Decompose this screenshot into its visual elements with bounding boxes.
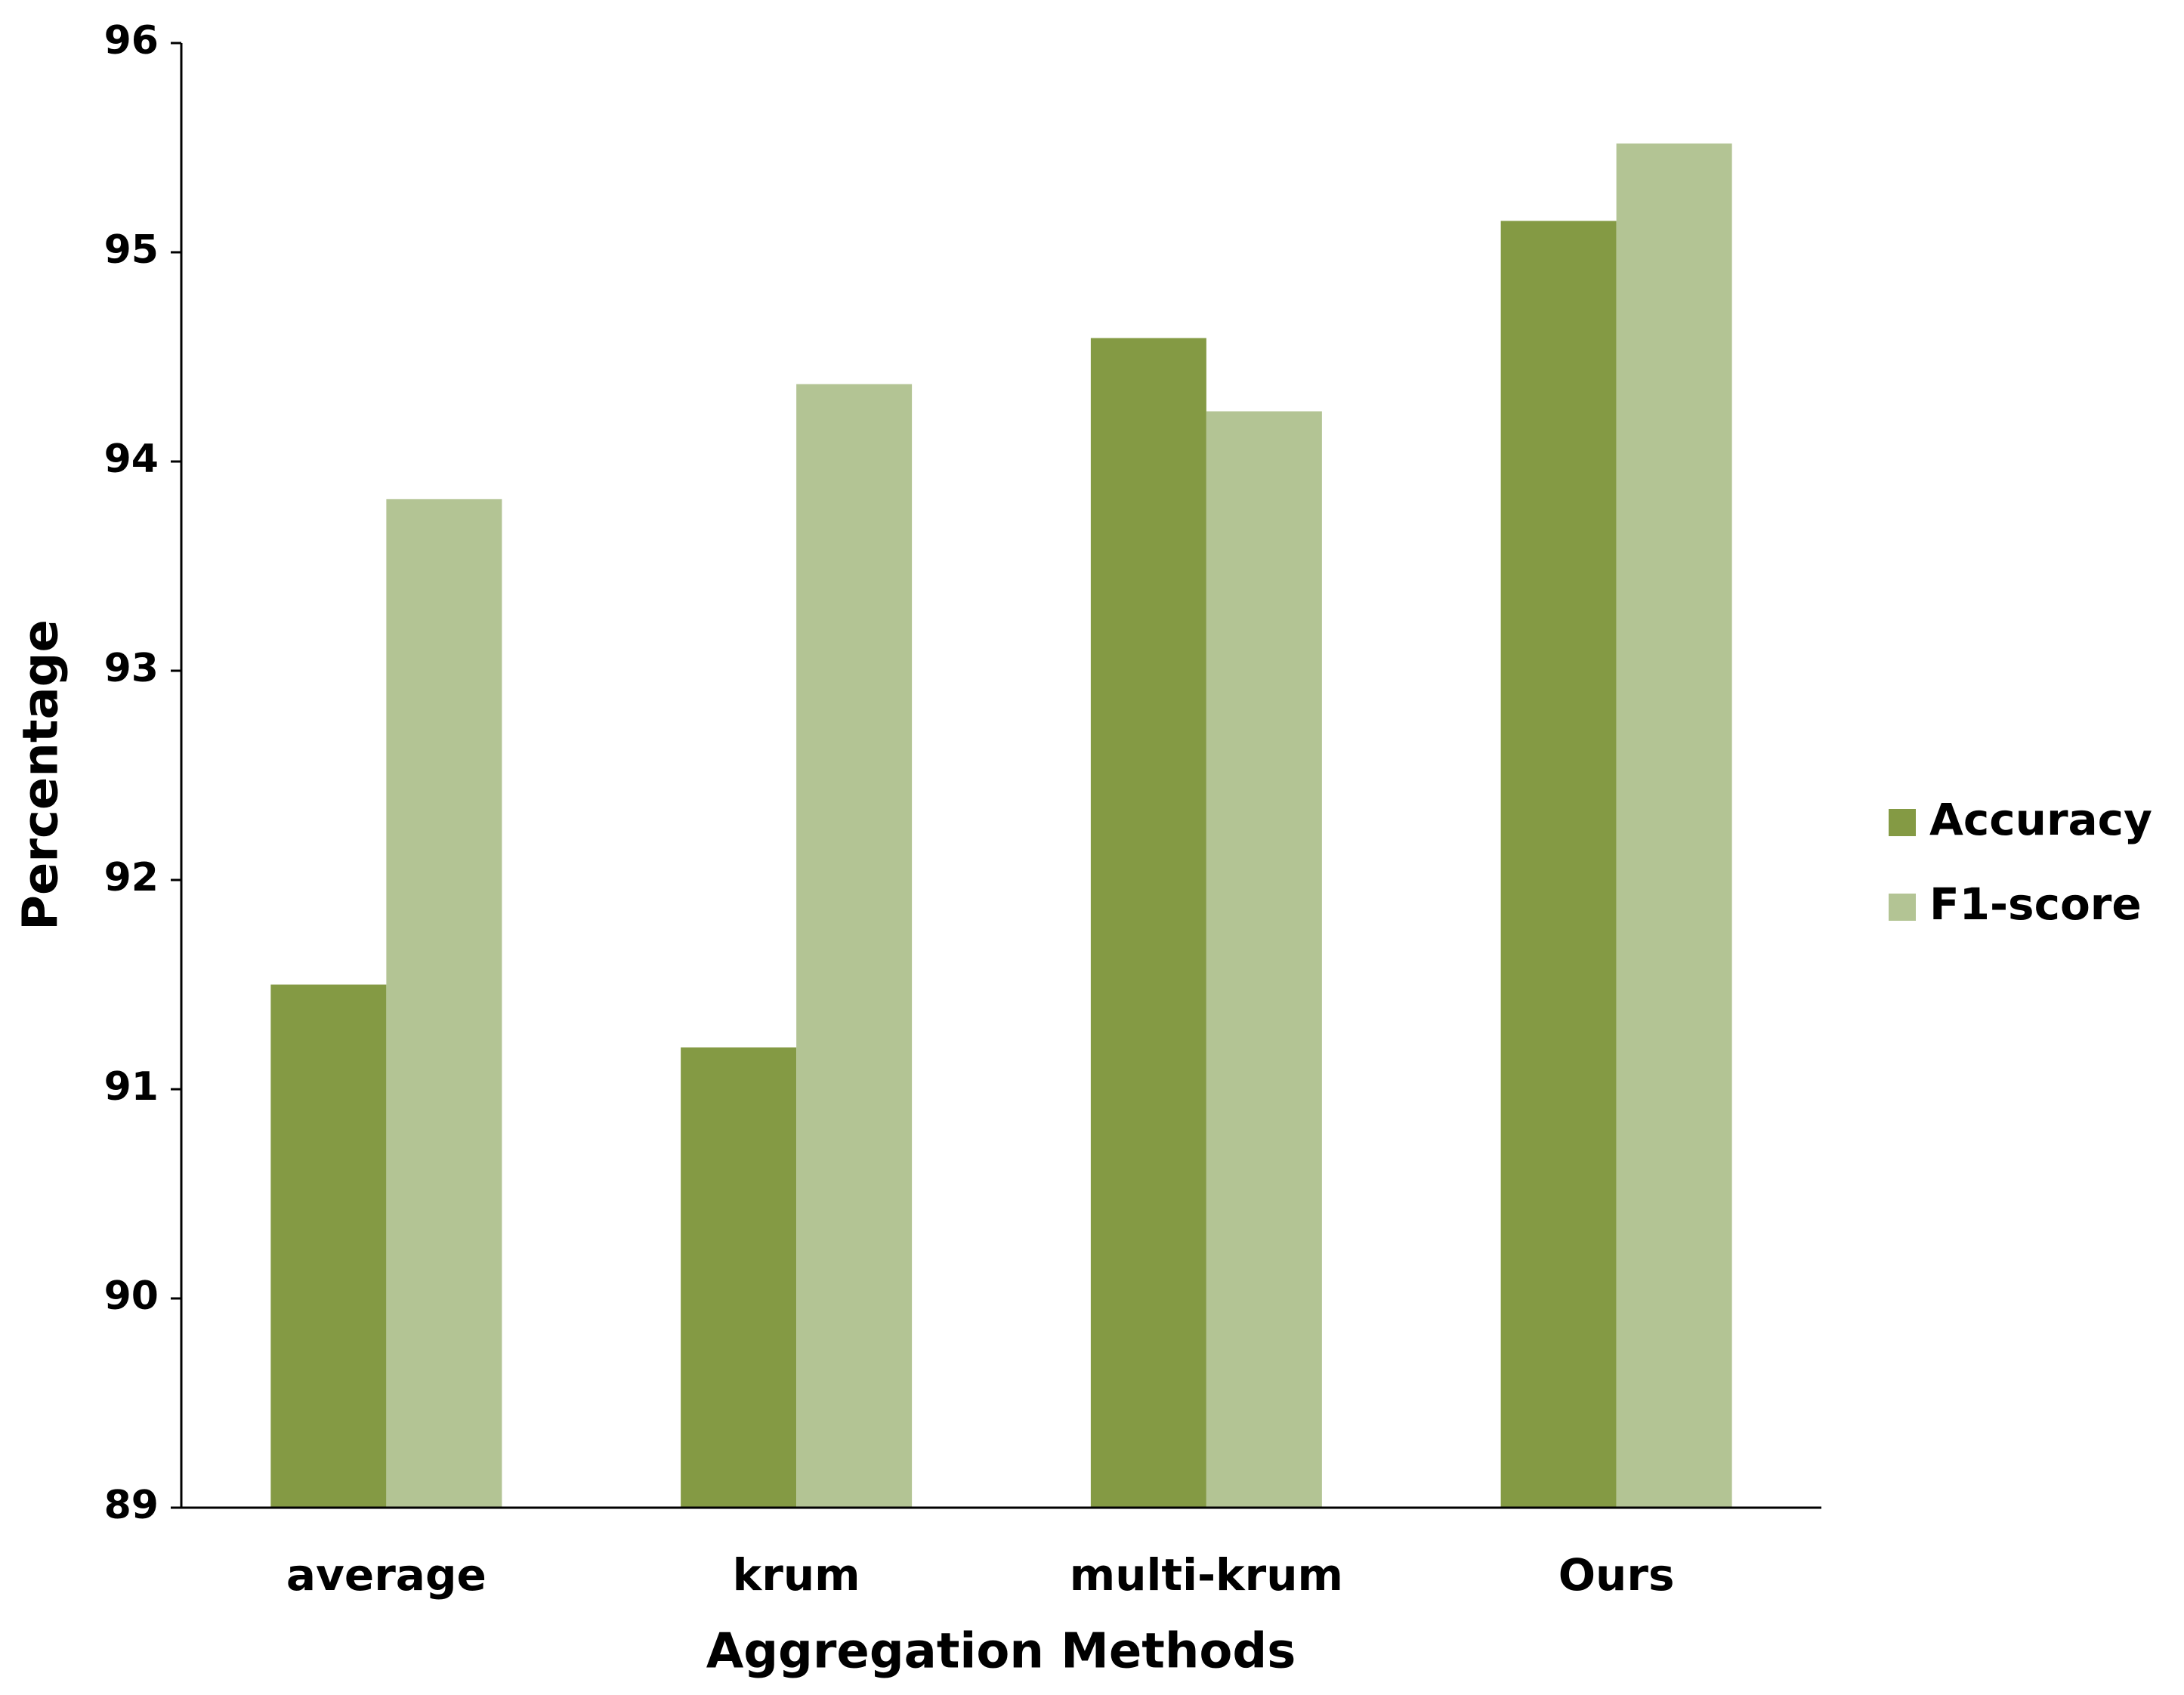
x-tick-label: multi-krum [1070, 1549, 1343, 1601]
y-tick-label: 95 [104, 227, 159, 273]
y-tick-label: 93 [104, 646, 159, 691]
y-tick-label: 96 [104, 18, 159, 63]
y-tick-label: 89 [104, 1483, 159, 1528]
bar [386, 499, 502, 1508]
x-tick-label: krum [733, 1549, 860, 1601]
legend-swatch [1889, 894, 1916, 921]
bar [681, 1047, 797, 1508]
y-tick-label: 94 [104, 437, 159, 482]
bar [1090, 338, 1206, 1508]
legend-label: Accuracy [1929, 794, 2152, 845]
bar [1616, 143, 1732, 1508]
x-axis-title: Aggregation Methods [706, 1624, 1296, 1680]
y-tick-label: 92 [104, 855, 159, 900]
bar [796, 384, 913, 1508]
y-tick-label: 91 [104, 1064, 159, 1110]
x-tick-label: Ours [1558, 1549, 1675, 1601]
bar [1500, 221, 1617, 1508]
y-axis-title: Percentage [14, 619, 70, 931]
x-tick-label: average [286, 1549, 487, 1601]
bar [1206, 411, 1322, 1508]
bar [270, 984, 387, 1508]
legend-swatch [1889, 809, 1916, 836]
legend-label: F1-score [1929, 878, 2142, 930]
y-tick-label: 90 [104, 1274, 159, 1319]
